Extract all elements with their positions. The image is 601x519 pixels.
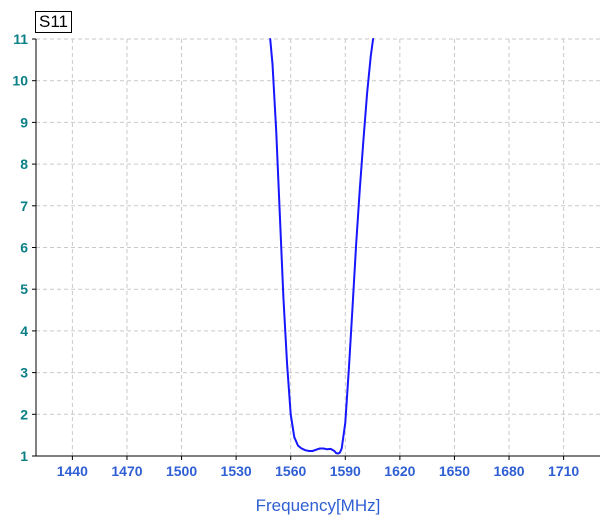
x-tick-label: 1590	[330, 463, 361, 479]
y-tick-label: 3	[20, 365, 28, 381]
grid	[36, 38, 600, 457]
x-tick-label: 1440	[57, 463, 88, 479]
x-tick-label: 1710	[548, 463, 579, 479]
x-axis-title: Frequency[MHz]	[256, 496, 381, 515]
y-tick-label: 6	[20, 240, 28, 256]
y-tick-label: 8	[20, 156, 28, 172]
series-layer	[269, 38, 375, 455]
x-tick-label: 1560	[275, 463, 306, 479]
legend-box: S11	[35, 11, 72, 33]
x-tick-label: 1500	[166, 463, 197, 479]
y-tick-label: 10	[12, 73, 28, 89]
x-tick-label: 1470	[111, 463, 142, 479]
y-tick-label: 5	[20, 281, 28, 297]
legend-series-name: S11	[39, 12, 68, 31]
y-tick-label: 7	[20, 198, 28, 214]
y-tick-label: 9	[20, 114, 28, 130]
x-tick-label: 1650	[439, 463, 470, 479]
x-tick-label: 1620	[384, 463, 415, 479]
series-line-s11	[269, 38, 375, 455]
y-tick-label: 11	[13, 31, 28, 47]
tick-labels: 1440 1470 1500 1530 1560 1590 1620 1650 1680 1710…	[12, 31, 579, 479]
x-tick-label: 1680	[493, 463, 524, 479]
axes	[32, 38, 600, 460]
x-tick-label: 1530	[221, 463, 252, 479]
y-tick-label: 1	[20, 448, 28, 464]
y-tick-label: 4	[20, 323, 28, 339]
y-tick-label: 2	[20, 406, 28, 422]
